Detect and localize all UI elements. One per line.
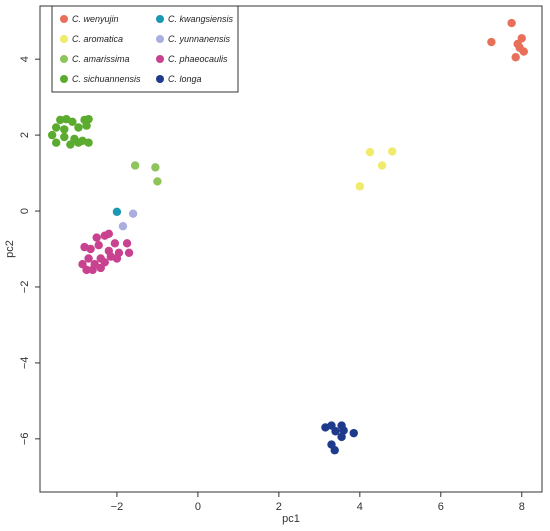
data-point (151, 163, 160, 172)
legend-label: C. phaeocaulis (168, 54, 228, 64)
x-tick-label: −2 (111, 501, 124, 513)
data-point (88, 265, 97, 275)
data-point (51, 138, 61, 147)
data-point (331, 427, 340, 436)
data-point (124, 248, 134, 257)
legend-label: C. wenyujin (72, 14, 119, 24)
data-point (66, 140, 75, 149)
legend-marker (156, 35, 164, 43)
data-point (507, 18, 516, 28)
legend-marker (156, 75, 164, 83)
data-point (377, 161, 387, 170)
x-tick-label: 0 (195, 501, 201, 513)
data-point (388, 147, 397, 156)
data-point (68, 117, 77, 127)
legend-label: C. kwangsiensis (168, 14, 234, 24)
data-point (118, 222, 128, 231)
data-point (330, 446, 339, 455)
y-tick-label: 4 (19, 56, 31, 62)
y-tick-label: −2 (19, 281, 31, 294)
data-point (82, 121, 91, 130)
data-point (92, 233, 101, 242)
x-tick-label: 2 (276, 501, 282, 513)
data-point (60, 125, 69, 134)
data-point (153, 177, 162, 186)
data-point (60, 132, 69, 142)
data-point (112, 207, 122, 216)
x-tick-label: 4 (357, 501, 363, 513)
data-point (487, 37, 496, 47)
legend-label: C. amarissima (72, 54, 130, 64)
legend-marker (60, 55, 68, 63)
data-point (130, 161, 140, 170)
legend: C. wenyujin C. kwangsiensis C. aromatica C.… (51, 5, 239, 93)
data-point (355, 182, 365, 191)
data-point (74, 138, 83, 147)
data-points (47, 18, 528, 455)
x-tick-label: 6 (438, 501, 444, 513)
data-point (51, 123, 61, 132)
y-tick-label: −6 (19, 433, 31, 446)
legend-marker (60, 75, 68, 83)
data-point (74, 123, 83, 132)
data-point (128, 209, 138, 218)
data-point (84, 254, 93, 263)
y-axis-label: pc2 (4, 240, 16, 258)
x-tick-label: 8 (519, 501, 525, 513)
legend-marker (60, 35, 68, 43)
data-point (96, 263, 105, 273)
x-axis: −2 0 2 4 6 8 (111, 492, 525, 513)
legend-marker (156, 15, 164, 23)
data-point (80, 242, 89, 252)
data-point (104, 229, 114, 239)
data-point (365, 147, 375, 157)
data-point (517, 34, 526, 43)
data-point (519, 47, 528, 56)
data-point (349, 428, 358, 438)
data-point (82, 265, 91, 275)
data-point (339, 426, 348, 435)
y-tick-label: 2 (19, 132, 31, 138)
legend-label: C. aromatica (72, 34, 123, 44)
data-point (84, 138, 93, 147)
legend-label: C. sichuannensis (72, 74, 141, 84)
data-point (337, 432, 346, 442)
data-point (94, 241, 103, 250)
x-axis-label: pc1 (282, 513, 300, 525)
data-point (112, 254, 122, 263)
legend-label: C. longa (168, 74, 202, 84)
y-tick-label: −4 (19, 357, 31, 370)
legend-label: C. yunnanensis (168, 34, 231, 44)
legend-box (51, 5, 239, 93)
data-point (511, 53, 520, 62)
legend-marker (156, 55, 164, 63)
data-point (122, 239, 132, 248)
y-tick-label: 0 (19, 208, 31, 214)
y-axis: −6 −4 −2 0 2 4 (19, 56, 40, 445)
plot-frame (39, 5, 543, 493)
legend-marker (60, 15, 68, 23)
data-point (84, 114, 93, 124)
data-point (47, 130, 57, 140)
data-point (110, 239, 120, 248)
